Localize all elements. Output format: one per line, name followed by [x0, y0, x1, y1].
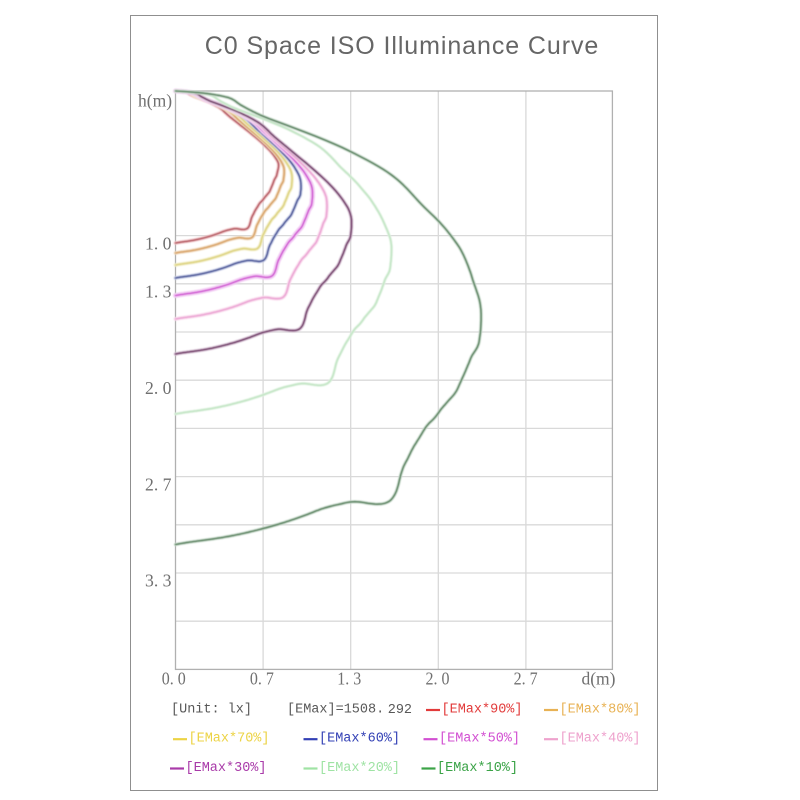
svg-text:[EMax*80%]: [EMax*80%]: [560, 703, 641, 718]
svg-text:2. 0: 2. 0: [426, 668, 450, 688]
svg-text:[EMax*40%]: [EMax*40%]: [560, 732, 641, 747]
svg-text:h(m): h(m): [138, 91, 172, 111]
svg-text:[EMax]=1508.292: [EMax]=1508. 292: [287, 703, 412, 718]
svg-text:3. 3: 3. 3: [145, 571, 172, 591]
svg-text:1. 0: 1. 0: [145, 234, 172, 254]
svg-text:[EMax*30%]: [EMax*30%]: [186, 761, 267, 776]
svg-text:2. 7: 2. 7: [514, 668, 538, 688]
svg-text:[EMax*70%]: [EMax*70%]: [189, 732, 270, 747]
svg-text:[EMax*50%]: [EMax*50%]: [439, 732, 520, 747]
svg-text:[EMax*20%]: [EMax*20%]: [319, 761, 400, 776]
svg-text:d(m): d(m): [581, 668, 615, 688]
svg-text:0. 0: 0. 0: [162, 668, 186, 688]
svg-text:0. 7: 0. 7: [250, 668, 274, 688]
svg-text:[Unit: lx]: [Unit: lx]: [171, 703, 252, 718]
svg-text:2. 0: 2. 0: [145, 378, 172, 398]
svg-text:[EMax*90%]: [EMax*90%]: [442, 703, 523, 718]
svg-text:2. 7: 2. 7: [145, 474, 172, 494]
svg-text:[EMax*60%]: [EMax*60%]: [319, 732, 400, 747]
svg-text:[EMax*10%]: [EMax*10%]: [437, 761, 518, 776]
svg-text:1. 3: 1. 3: [145, 282, 172, 302]
svg-text:1. 3: 1. 3: [337, 668, 361, 688]
